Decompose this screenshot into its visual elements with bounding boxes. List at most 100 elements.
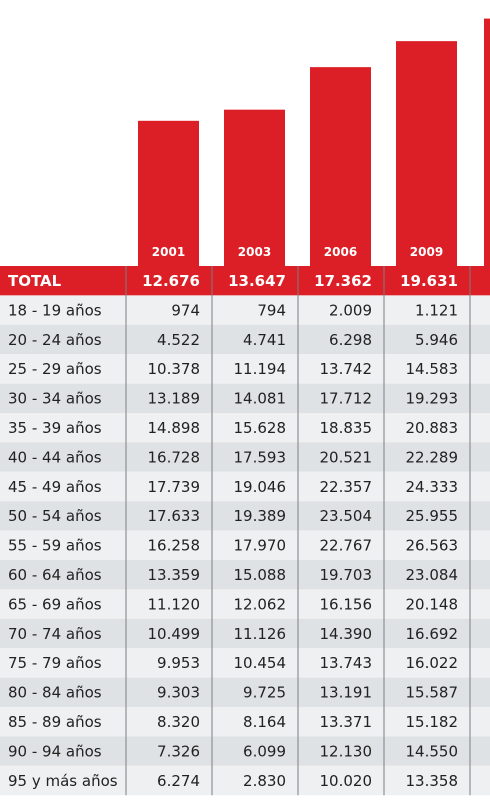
table-cell: 16.258 [148,537,201,555]
table-cell: 13.743 [320,654,373,672]
table-cell: 19.389 [234,507,287,525]
table-row-background [0,295,490,325]
table-cell: 13.191 [320,684,373,702]
bar-2009 [396,41,457,266]
table-cell: 22.289 [406,448,459,466]
table-cell: 10.378 [148,360,201,378]
table-cell: 14.898 [148,419,201,437]
table-cell: 13.359 [148,566,201,584]
row-label: 18 - 19 años [8,301,102,319]
table-cell: 17.593 [234,448,287,466]
total-cell: 19.631 [400,272,458,290]
table-row-background [0,442,490,472]
row-label: 75 - 79 años [8,654,102,672]
total-cell: 12.676 [142,272,200,290]
table-row-background [0,471,490,502]
table-cell: 13.189 [148,390,201,408]
table-cell: 16.728 [148,448,201,466]
table-cell: 15.182 [406,713,459,731]
table-cell: 9.725 [243,684,286,702]
table-cell: 8.320 [157,713,200,731]
table-cell: 19.703 [320,566,373,584]
table-cell: 19.293 [406,390,459,408]
total-cell: 17.362 [314,272,372,290]
table-cell: 13.358 [406,772,459,790]
table-cell: 17.739 [148,478,201,496]
table-cell: 16.692 [406,625,459,643]
bar-year-label: 2001 [152,245,185,259]
row-label: 20 - 24 años [8,331,102,349]
table-cell: 10.454 [234,654,287,672]
row-label: 45 - 49 años [8,478,102,496]
table-cell: 11.194 [234,360,287,378]
table-cell: 10.499 [148,625,201,643]
table-cell: 17.633 [148,507,201,525]
table-cell: 22.767 [320,537,373,555]
table-cell: 794 [257,301,286,319]
total-row-label: TOTAL [8,272,62,290]
table-cell: 12.130 [320,742,373,760]
row-label: 40 - 44 años [8,448,102,466]
table-row-background [0,354,490,384]
table-cell: 13.371 [320,713,373,731]
table-cell: 15.587 [406,684,459,702]
table-cell: 20.883 [406,419,459,437]
table-cell: 9.953 [157,654,200,672]
table-cell: 19.046 [234,478,287,496]
table-row-background [0,618,490,649]
table-cell: 16.022 [406,654,459,672]
bar-2006 [310,67,371,266]
row-label: 65 - 69 años [8,595,102,613]
bar-2001 [138,120,199,266]
table-cell: 9.303 [157,684,200,702]
table-cell: 23.084 [406,566,459,584]
row-label: 90 - 94 años [8,742,102,760]
table-cell: 24.333 [406,478,459,496]
table-cell: 26.563 [406,537,459,555]
row-label: 70 - 74 años [8,625,102,643]
table-cell: 4.741 [243,331,286,349]
row-label: 55 - 59 años [8,537,102,555]
table-cell: 6.274 [157,772,200,790]
table-cell: 25.955 [406,507,459,525]
row-label: 35 - 39 años [8,419,102,437]
table-cell: 974 [171,301,200,319]
table-cell: 15.088 [234,566,287,584]
table-row-background [0,677,490,707]
table-cell: 22.357 [320,478,373,496]
table-row-background [0,501,490,531]
table-cell: 14.583 [406,360,459,378]
row-label: 85 - 89 años [8,713,102,731]
table-row-background [0,589,490,619]
table-cell: 14.390 [320,625,373,643]
table-cell: 10.020 [320,772,373,790]
table-cell: 11.126 [234,625,287,643]
table-row-background [0,707,490,737]
table-cell: 17.712 [320,390,373,408]
table-row-background [0,648,490,678]
bar-year-label: 2009 [410,245,443,259]
table-cell: 6.099 [243,742,286,760]
row-label: 30 - 34 años [8,390,102,408]
row-label: 95 y más años [8,772,118,790]
row-label: 60 - 64 años [8,566,102,584]
table-cell: 13.742 [320,360,373,378]
table-cell: 15.628 [234,419,287,437]
table-cell: 5.946 [415,331,458,349]
table-cell: 8.164 [243,713,286,731]
table-cell: 1.121 [415,301,458,319]
row-label: 80 - 84 años [8,684,102,702]
table-cell: 20.148 [406,595,459,613]
table-row-background [0,413,490,443]
table-cell: 2.009 [329,301,372,319]
table-cell: 18.835 [320,419,373,437]
table-row-background [0,324,490,355]
bar-2011 [484,18,490,266]
table-row-background [0,530,490,560]
table-cell: 23.504 [320,507,373,525]
row-label: 50 - 54 años [8,507,102,525]
table-cell: 20.521 [320,448,373,466]
row-label: 25 - 29 años [8,360,102,378]
table-cell: 16.156 [320,595,373,613]
